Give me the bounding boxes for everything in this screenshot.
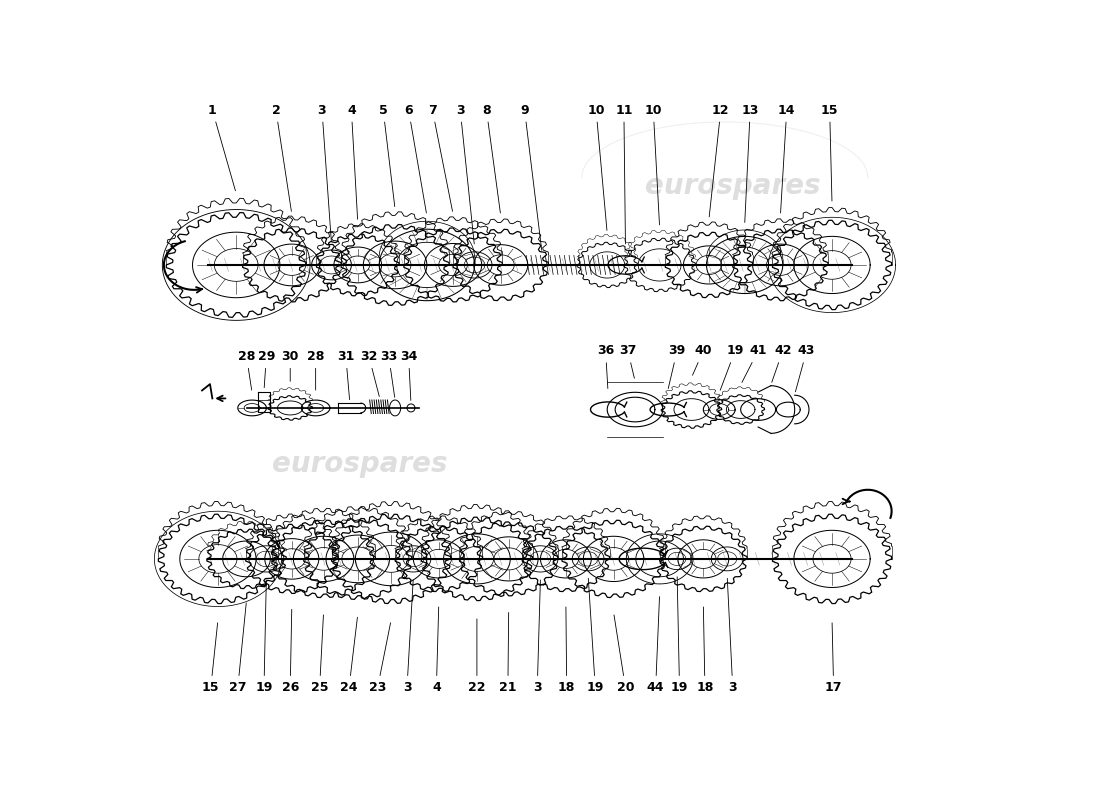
Text: 20: 20 (614, 615, 635, 694)
Text: 14: 14 (778, 103, 795, 213)
Text: 3: 3 (727, 578, 737, 694)
Text: 22: 22 (469, 619, 486, 694)
Text: 39: 39 (668, 344, 685, 389)
Text: 5: 5 (378, 103, 395, 206)
Text: 9: 9 (520, 103, 541, 250)
Text: 30: 30 (282, 350, 299, 382)
Text: 32: 32 (360, 350, 379, 397)
Text: 15: 15 (202, 623, 220, 694)
Text: 43: 43 (795, 344, 815, 392)
Text: eurospares: eurospares (645, 171, 821, 199)
Text: 24: 24 (340, 618, 358, 694)
Text: 29: 29 (257, 350, 275, 388)
Text: eurospares: eurospares (272, 450, 447, 478)
Text: 21: 21 (499, 613, 517, 694)
Text: 26: 26 (282, 610, 299, 694)
Text: 7: 7 (428, 103, 452, 211)
Text: 8: 8 (482, 103, 500, 213)
Text: 40: 40 (693, 344, 712, 375)
Text: 2: 2 (272, 103, 292, 211)
Text: 12: 12 (710, 103, 729, 217)
Text: 4: 4 (346, 103, 358, 219)
Text: 28: 28 (307, 350, 324, 390)
Text: 1: 1 (208, 103, 235, 190)
Text: 3: 3 (403, 580, 414, 694)
Text: 18: 18 (558, 607, 575, 694)
Text: 37: 37 (619, 344, 637, 378)
Text: 10: 10 (587, 103, 607, 230)
Text: 10: 10 (645, 103, 662, 225)
Text: 19: 19 (720, 344, 744, 390)
Text: 33: 33 (381, 350, 397, 398)
Text: 36: 36 (597, 344, 614, 389)
Text: 23: 23 (368, 622, 390, 694)
Text: 17: 17 (825, 623, 843, 694)
Text: 18: 18 (696, 607, 714, 694)
Text: 28: 28 (238, 350, 255, 390)
Text: 3: 3 (318, 103, 331, 242)
Text: 15: 15 (821, 103, 838, 201)
Text: 13: 13 (741, 103, 759, 222)
Text: 19: 19 (671, 577, 689, 694)
Text: 11: 11 (615, 103, 632, 244)
Text: 25: 25 (311, 615, 329, 694)
Text: 6: 6 (405, 103, 427, 213)
Text: 3: 3 (455, 103, 474, 244)
Text: 3: 3 (534, 580, 541, 694)
Text: 19: 19 (586, 578, 604, 694)
Text: 31: 31 (337, 350, 354, 400)
Text: 44: 44 (647, 597, 664, 694)
Text: 4: 4 (432, 607, 441, 694)
Text: 41: 41 (741, 344, 767, 382)
Text: 27: 27 (229, 603, 246, 694)
Text: 42: 42 (772, 344, 792, 382)
Text: 34: 34 (400, 350, 417, 401)
Text: 19: 19 (255, 580, 273, 694)
